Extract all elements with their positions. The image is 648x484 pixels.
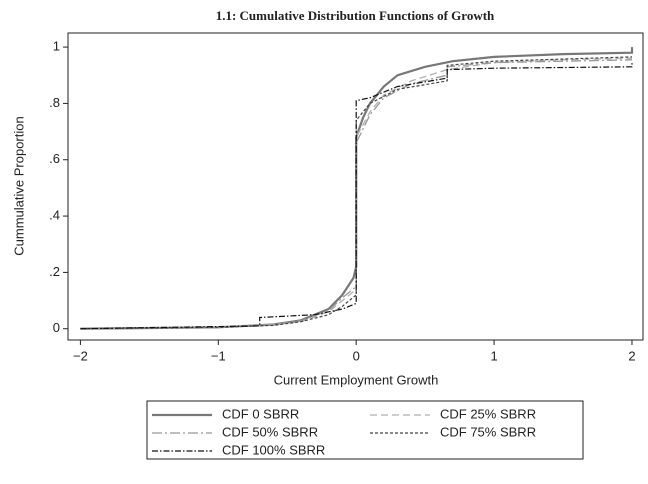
legend-label: CDF 50% SBRR xyxy=(222,424,318,439)
y-axis-label: Cummulative Proportion xyxy=(11,116,26,255)
x-tick-label: 1 xyxy=(490,348,497,363)
y-tick-label: 1 xyxy=(53,39,60,54)
legend-label: CDF 75% SBRR xyxy=(440,424,536,439)
x-axis-label: Current Employment Growth xyxy=(274,372,439,387)
x-tick-label: −1 xyxy=(211,348,226,363)
y-tick-label: .4 xyxy=(49,208,60,223)
x-tick-label: 0 xyxy=(353,348,360,363)
chart-title: 1.1: Cumulative Distribution Functions o… xyxy=(216,8,495,23)
cdf-line xyxy=(80,59,633,330)
y-tick-label: .8 xyxy=(49,95,60,110)
y-tick-label: 0 xyxy=(53,320,60,335)
x-tick-label: −2 xyxy=(73,348,88,363)
legend xyxy=(146,400,584,460)
cdf-line xyxy=(80,61,633,330)
legend-label: CDF 0 SBRR xyxy=(222,406,299,421)
legend-label: CDF 100% SBRR xyxy=(222,442,325,457)
y-tick-label: .6 xyxy=(49,151,60,166)
y-tick-label: .2 xyxy=(49,264,60,279)
x-tick-label: 2 xyxy=(628,348,635,363)
plot-frame xyxy=(67,32,644,341)
legend-label: CDF 25% SBRR xyxy=(440,406,536,421)
